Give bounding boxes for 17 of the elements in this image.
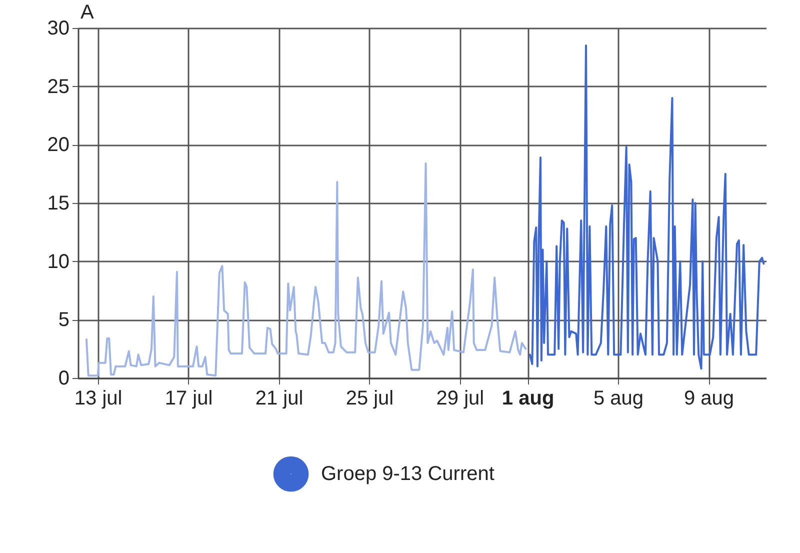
x-tick-label: 21 jul <box>255 388 304 410</box>
x-tick-label: 25 jul <box>346 388 394 410</box>
legend-label: Groep 9-13 Current <box>321 463 495 485</box>
y-tick-label: 25 <box>47 76 70 98</box>
y-axis-title: A <box>80 2 94 24</box>
x-tick-label: 9 aug <box>684 388 734 410</box>
y-tick-label: 0 <box>58 368 70 390</box>
x-tick-label: 1 aug <box>502 388 554 410</box>
y-tick-label: 5 <box>58 309 70 332</box>
x-tick-label: 5 aug <box>594 388 644 410</box>
y-tick-label: 10 <box>47 250 70 273</box>
y-tick-label: 15 <box>47 192 70 214</box>
x-tick-label: 13 jul <box>74 388 122 410</box>
x-tick-label: 17 jul <box>164 388 213 410</box>
x-tick-label: 29 jul <box>436 388 484 410</box>
y-tick-label: 30 <box>47 18 70 40</box>
y-tick-label: 20 <box>47 134 70 156</box>
